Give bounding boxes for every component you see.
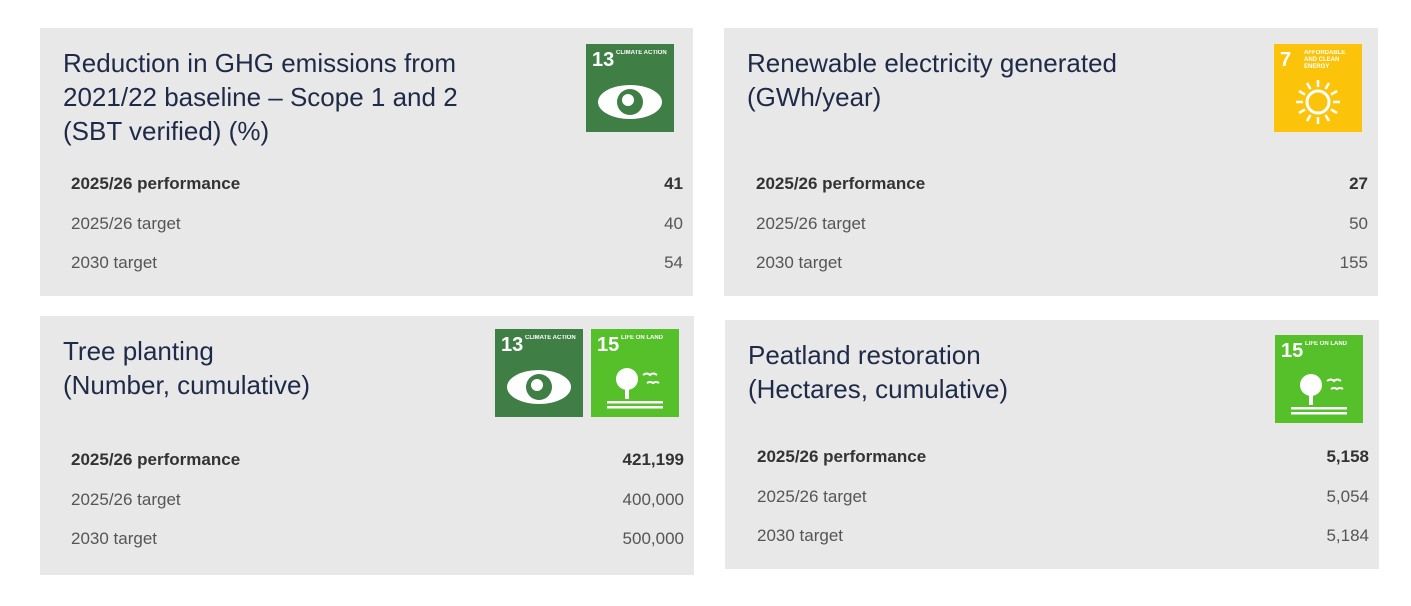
sdg-label: AFFORDABLE AND CLEAN ENERGY: [1304, 50, 1346, 70]
icon-trunk: [625, 387, 629, 399]
sdg-label-box: AFFORDABLE AND CLEAN ENERGY: [1304, 50, 1346, 70]
title-line: (Number, cumulative): [63, 370, 311, 400]
bar-label: 2030 target: [71, 529, 158, 548]
icon-ray: [1324, 114, 1331, 122]
panel: Reduction in GHG emissions from 2021/22 b…: [40, 28, 693, 296]
bar-label: 2030 target: [757, 526, 844, 545]
icon-ray: [1298, 89, 1306, 96]
value-label: 40: [664, 213, 683, 233]
value-label: 500,000: [622, 529, 684, 548]
icon-tree: [616, 368, 638, 390]
icon-bird: [642, 372, 658, 377]
value-label: 5,184: [1326, 526, 1369, 545]
icon-globe-land: [622, 94, 634, 106]
panel-title: Reduction in GHG emissions from 2021/22 b…: [63, 46, 458, 148]
icon-ground: [1291, 407, 1347, 410]
value-label: 41: [664, 174, 683, 193]
panel-title: Tree planting (Number, cumulative): [63, 334, 310, 402]
sdg-label: LIFE ON LAND: [621, 335, 663, 341]
value-label: 5,054: [1326, 486, 1369, 506]
icon-ray: [1330, 89, 1338, 96]
bar-label: 2025/26 performance: [71, 174, 241, 193]
sdg-graphic: 15 LIFE ON LAND: [1281, 340, 1347, 415]
title-line: Peatland restoration: [748, 340, 981, 370]
icon-ray: [1305, 114, 1312, 122]
panel-title: Renewable electricity generated (GWh/year…: [747, 46, 1117, 114]
sdg-icon: 13 CLIMATE ACTION: [586, 44, 674, 132]
panel: Renewable electricity generated (GWh/year…: [724, 28, 1378, 296]
bar-label: 2025/26 target: [756, 213, 866, 233]
value-label: 421,199: [622, 450, 684, 469]
title-line: (GWh/year): [747, 82, 882, 112]
icon-bird: [646, 381, 660, 385]
panel: Peatland restoration (Hectares, cumulativ…: [725, 320, 1379, 569]
bar-label: 2025/26 target: [757, 486, 867, 506]
bar-label: 2025/26 target: [71, 489, 181, 509]
icon-trunk: [1309, 393, 1313, 405]
bar-label: 2030 target: [71, 253, 158, 272]
value-label: 400,000: [622, 489, 684, 509]
sdg-graphic: 7 AFFORDABLE AND CLEAN ENERGY: [1280, 49, 1346, 124]
value-label: 27: [1349, 174, 1368, 193]
title-line: Renewable electricity generated: [747, 48, 1117, 78]
icon-ground: [607, 406, 663, 409]
sdg-graphic: 13 CLIMATE ACTION: [592, 49, 667, 119]
bar-label: 2025/26 performance: [71, 450, 241, 469]
icon-bird: [1326, 378, 1342, 383]
panel-title: Peatland restoration (Hectares, cumulativ…: [748, 338, 1008, 406]
sdg-number: 15: [1281, 340, 1303, 362]
icon-ground: [607, 401, 663, 404]
sdg-label: CLIMATE ACTION: [525, 335, 576, 341]
icon-globe-land: [531, 379, 543, 391]
title-line: Reduction in GHG emissions from: [63, 48, 457, 78]
sdg-label-box: LIFE ON LAND: [621, 335, 663, 341]
sdg-graphic: 13 CLIMATE ACTION: [501, 334, 576, 404]
value-label: 50: [1349, 213, 1368, 233]
bar-label: 2030 target: [756, 253, 843, 272]
sdg-graphic: 15 LIFE ON LAND: [597, 334, 663, 409]
sdg-label: LIFE ON LAND: [1305, 341, 1347, 347]
sdg-label-box: CLIMATE ACTION: [616, 50, 667, 56]
sdg-icon: 13 CLIMATE ACTION: [495, 329, 583, 417]
icon-sun: [1305, 89, 1331, 115]
sdg-label-box: CLIMATE ACTION: [525, 335, 576, 341]
bar-label: 2025/26 performance: [756, 174, 926, 193]
sdg-icon: 15 LIFE ON LAND: [1275, 335, 1363, 423]
icon-ground: [1291, 412, 1347, 415]
title-line: (Hectares, cumulative): [748, 374, 1009, 404]
value-label: 155: [1339, 253, 1368, 272]
icon-tree: [1300, 374, 1322, 396]
value-label: 5,158: [1326, 447, 1369, 466]
icon-bird: [1330, 387, 1344, 391]
sdg-number: 15: [597, 334, 619, 356]
icon-ray: [1324, 82, 1331, 90]
sdg-number: 13: [592, 49, 614, 71]
sdg-icon: 15 LIFE ON LAND: [591, 329, 679, 417]
sdg-label-box: LIFE ON LAND: [1305, 341, 1347, 347]
title-line: 2021/22 baseline – Scope 1 and 2: [63, 82, 458, 112]
panel: Tree planting (Number, cumulative) 13 CLIMA…: [40, 316, 694, 575]
sdg-icon: 7 AFFORDABLE AND CLEAN ENERGY: [1274, 44, 1362, 132]
icon-ray: [1305, 82, 1312, 90]
sdg-number: 7: [1280, 49, 1291, 71]
title-line: (SBT verified) (%): [63, 116, 270, 146]
bar-label: 2025/26 target: [71, 213, 181, 233]
icon-ray: [1330, 108, 1338, 115]
icon-ray: [1298, 108, 1306, 115]
title-line: Tree planting: [63, 336, 214, 366]
value-label: 54: [664, 253, 683, 272]
sdg-number: 13: [501, 334, 523, 356]
sdg-label: CLIMATE ACTION: [616, 50, 667, 56]
bar-label: 2025/26 performance: [757, 447, 927, 466]
